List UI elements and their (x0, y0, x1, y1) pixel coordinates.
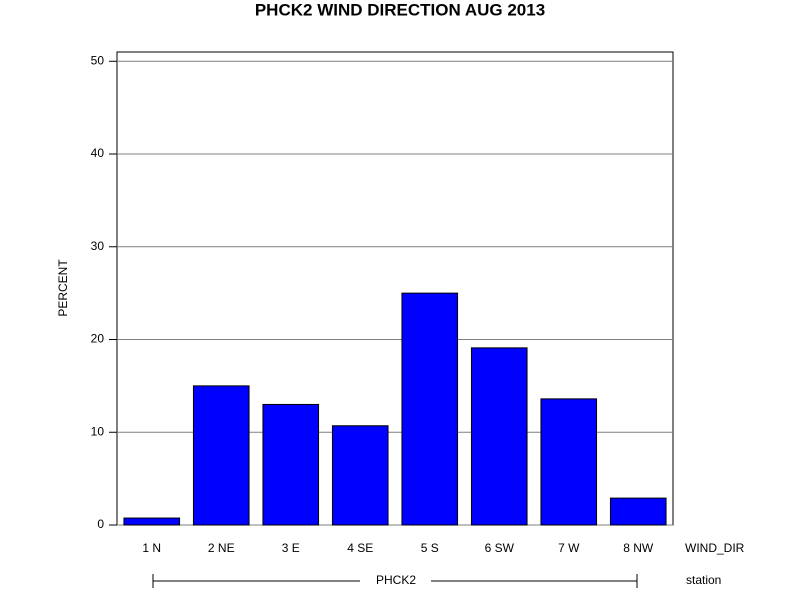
group-label: PHCK2 (376, 573, 416, 587)
bar (192, 385, 250, 526)
y-tick-label: 0 (97, 517, 104, 531)
y-tick-label: 50 (91, 53, 105, 67)
y-tick-label: 30 (91, 239, 105, 253)
bar (331, 425, 389, 526)
group-axis-label: station (686, 573, 721, 587)
x-axis-label: WIND_DIR (685, 541, 745, 555)
chart-title: PHCK2 WIND DIRECTION AUG 2013 (255, 0, 545, 19)
bar (470, 347, 528, 526)
bar (609, 497, 667, 526)
x-tick-label: 5 S (421, 541, 439, 555)
x-tick-label: 7 W (558, 541, 580, 555)
x-tick-label: 4 SE (347, 541, 373, 555)
y-axis-label: PERCENT (56, 259, 70, 317)
y-tick-label: 10 (91, 424, 105, 438)
bar (123, 517, 181, 526)
bar (540, 398, 598, 526)
y-tick-label: 40 (91, 146, 105, 160)
y-tick-label: 20 (91, 332, 105, 346)
x-tick-label: 1 N (142, 541, 161, 555)
bar (401, 292, 459, 526)
x-tick-label: 8 NW (623, 541, 654, 555)
x-tick-label: 3 E (282, 541, 300, 555)
bar (262, 403, 320, 526)
x-tick-label: 2 NE (208, 541, 235, 555)
x-tick-label: 6 SW (485, 541, 515, 555)
